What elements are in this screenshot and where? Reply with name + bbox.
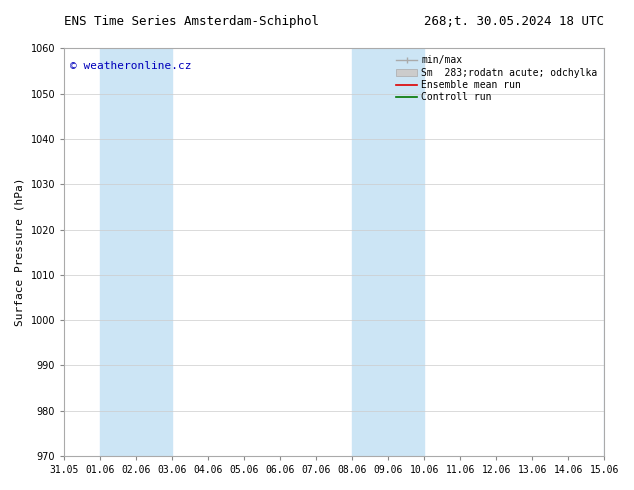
Bar [604,49,634,456]
Text: © weatheronline.cz: © weatheronline.cz [70,61,191,71]
Text: ENS Time Series Amsterdam-Schiphol: ENS Time Series Amsterdam-Schiphol [64,15,319,28]
Bar [100,49,172,456]
Bar [353,49,424,456]
Legend: min/max, Sm  283;rodatn acute; odchylka, Ensemble mean run, Controll run: min/max, Sm 283;rodatn acute; odchylka, … [394,53,600,104]
Y-axis label: Surface Pressure (hPa): Surface Pressure (hPa) [15,178,25,326]
Text: 268;t. 30.05.2024 18 UTC: 268;t. 30.05.2024 18 UTC [424,15,604,28]
